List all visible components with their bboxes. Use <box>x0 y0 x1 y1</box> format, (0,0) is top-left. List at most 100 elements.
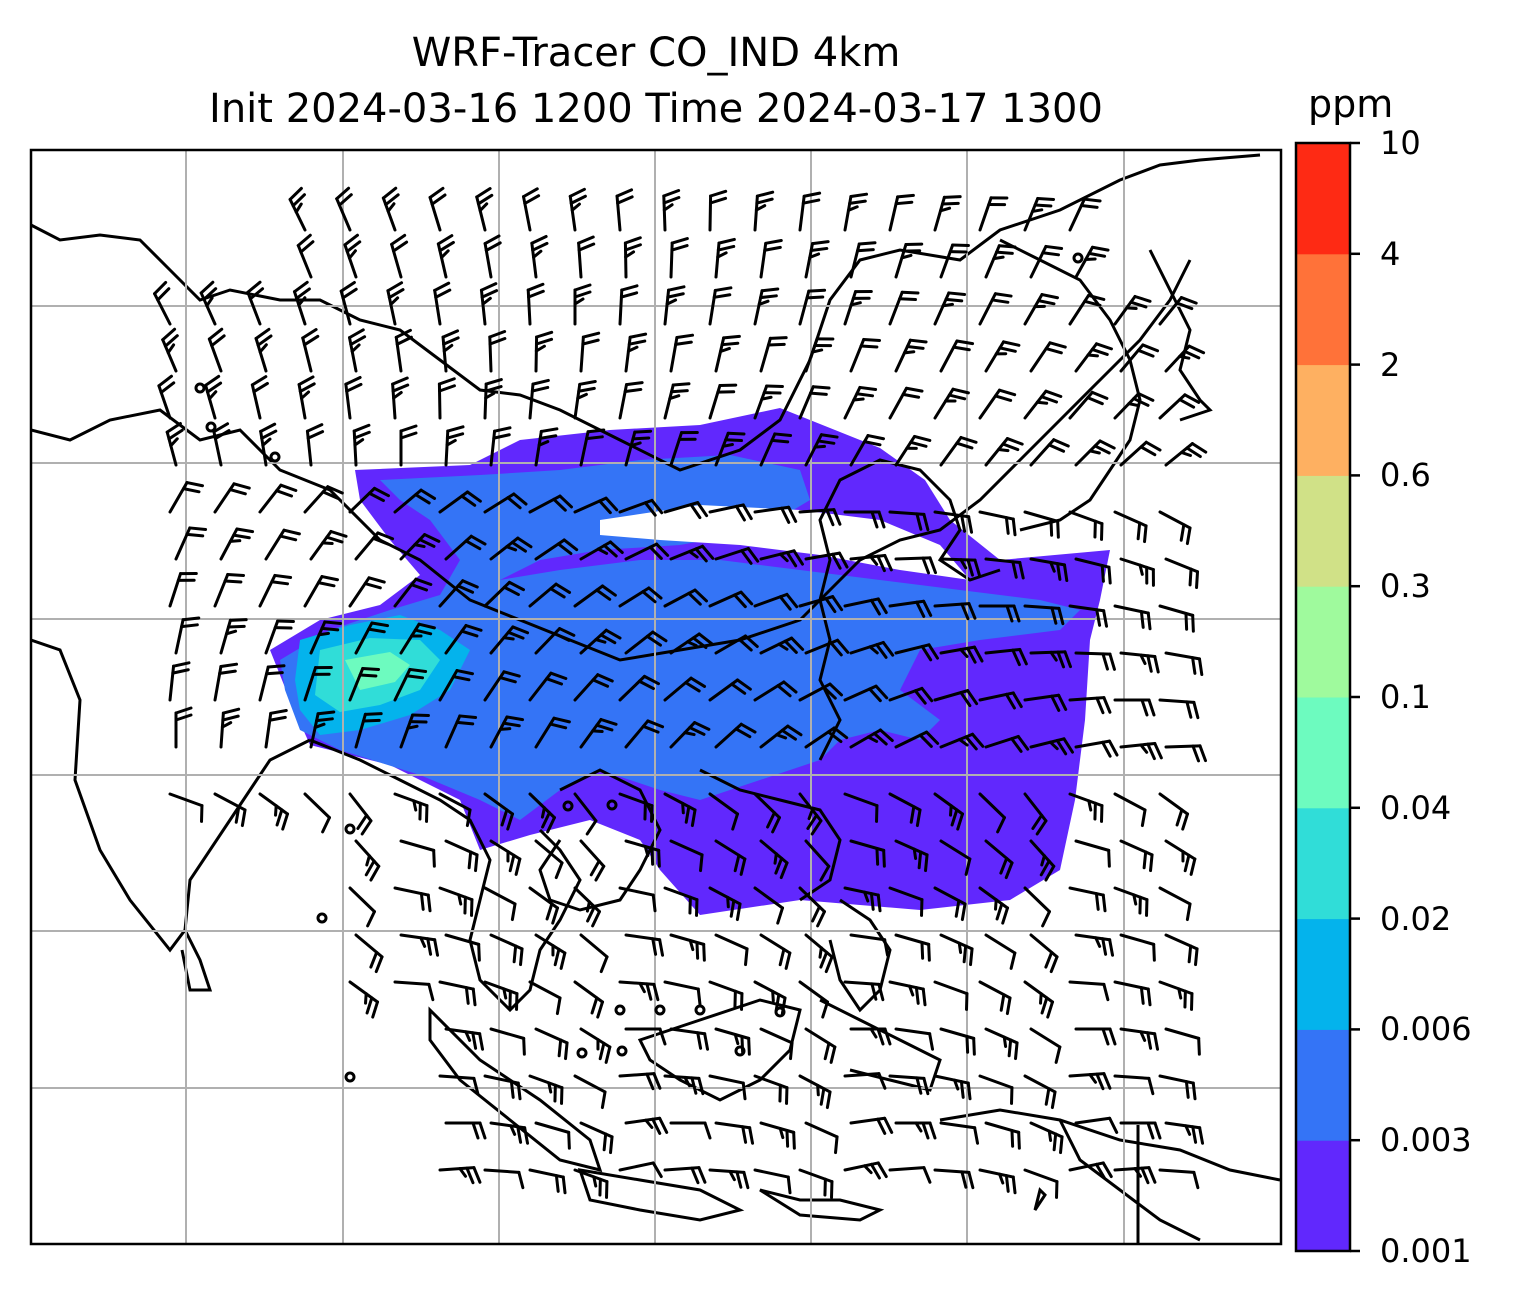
wind-barb <box>1068 1161 1113 1180</box>
wind-barb <box>1113 886 1149 917</box>
wind-barb <box>441 329 460 373</box>
wind-barb <box>438 490 482 514</box>
wind-barb <box>624 542 670 561</box>
wind-barb <box>354 712 383 749</box>
wind-barb <box>843 1161 888 1180</box>
wind-barb <box>708 1074 747 1101</box>
wind-barb <box>444 425 465 467</box>
colorbar-segment <box>1296 1029 1350 1141</box>
wind-barb <box>399 533 441 561</box>
wind-barb <box>489 426 512 467</box>
wind-barb <box>444 534 487 561</box>
wind-barb <box>573 584 617 608</box>
wind-barb <box>618 284 639 326</box>
wind-barb <box>843 980 885 1002</box>
wind-barb <box>483 492 528 514</box>
calm-wind-marker <box>614 1004 626 1016</box>
wind-barb <box>213 792 247 828</box>
wind-barb <box>804 933 834 974</box>
wind-barb <box>843 886 882 913</box>
colorbar-unit: ppm <box>1308 82 1394 126</box>
calm-wind-marker <box>194 382 206 394</box>
wind-barb <box>534 716 571 749</box>
wind-barb <box>438 980 477 1007</box>
wind-barb <box>168 572 198 608</box>
wind-barb <box>522 187 541 232</box>
wind-barb <box>488 330 507 373</box>
wind-barb <box>528 378 550 420</box>
wind-barb <box>939 435 978 467</box>
wind-barb <box>933 792 965 831</box>
wind-barb <box>1029 341 1067 373</box>
wind-barb <box>984 933 1017 970</box>
wind-barb <box>1113 392 1155 420</box>
wind-barb <box>489 1121 530 1145</box>
wind-barb <box>573 1074 607 1110</box>
calm-wind-marker <box>654 1004 666 1016</box>
wind-barb <box>399 424 418 467</box>
wind-barb <box>483 1168 525 1190</box>
wind-barb <box>1119 741 1163 761</box>
wind-barb <box>258 664 286 702</box>
wind-barb <box>669 839 704 873</box>
wind-barb <box>753 384 784 420</box>
wind-barb <box>1068 390 1109 420</box>
wind-barb <box>798 682 843 702</box>
wind-barb <box>153 280 172 326</box>
wind-barb <box>798 792 823 836</box>
wind-barb <box>1158 296 1198 326</box>
wind-barb <box>759 432 793 467</box>
wind-barb <box>528 494 573 514</box>
wind-barb <box>669 431 699 467</box>
wind-barb <box>483 980 519 1011</box>
calm-wind-marker <box>344 823 356 835</box>
wind-barb <box>1074 839 1111 868</box>
wind-barb <box>618 886 657 913</box>
colorbar-segment <box>1296 253 1350 366</box>
wind-barb <box>526 282 545 326</box>
wind-barb <box>489 715 525 749</box>
wind-barb <box>978 1074 1014 1105</box>
wind-barb <box>663 588 708 608</box>
wind-barb <box>843 684 889 703</box>
wind-barb <box>1119 557 1155 587</box>
wind-barb <box>978 980 1012 1016</box>
colorbar-tick-label: 0.04 <box>1380 788 1452 827</box>
wind-barb <box>483 1074 522 1101</box>
map-subtitle: Init 2024-03-16 1200 Time 2024-03-17 130… <box>209 86 1103 132</box>
wind-barb <box>804 638 850 657</box>
wind-barb <box>753 792 781 834</box>
wind-barb <box>305 423 325 467</box>
wind-barb <box>1119 651 1160 674</box>
wind-barb <box>753 680 798 702</box>
wind-barb <box>978 604 1021 623</box>
wind-barb <box>669 333 695 373</box>
wind-barb <box>348 328 367 373</box>
wind-barb <box>669 1121 712 1140</box>
wind-barb <box>1164 744 1207 763</box>
wind-barb <box>204 374 223 420</box>
wind-barb <box>1074 651 1116 671</box>
wind-barb <box>573 980 605 1019</box>
wind-barb <box>1068 197 1102 232</box>
colorbar-tick-label: 0.001 <box>1380 1232 1472 1270</box>
wind-barb <box>438 669 474 702</box>
wind-barb <box>798 886 826 928</box>
wind-barb <box>708 286 733 326</box>
wind-barb <box>843 385 878 420</box>
wind-barb <box>393 667 428 702</box>
calm-wind-marker <box>774 1006 786 1018</box>
wind-barb <box>714 722 757 749</box>
wind-barb <box>753 1074 789 1105</box>
wind-barb <box>1113 604 1152 631</box>
wind-barb <box>444 1121 487 1140</box>
colorbar-segment <box>1296 807 1350 920</box>
wind-barb <box>1074 342 1113 373</box>
wind-barb <box>579 717 618 749</box>
plume-level-0-04 <box>345 652 410 690</box>
wind-barb <box>1023 1074 1057 1110</box>
wind-barbs <box>153 186 1208 1199</box>
wind-barb <box>489 839 522 876</box>
wind-barb <box>573 792 598 836</box>
wind-barb <box>444 1027 485 1051</box>
